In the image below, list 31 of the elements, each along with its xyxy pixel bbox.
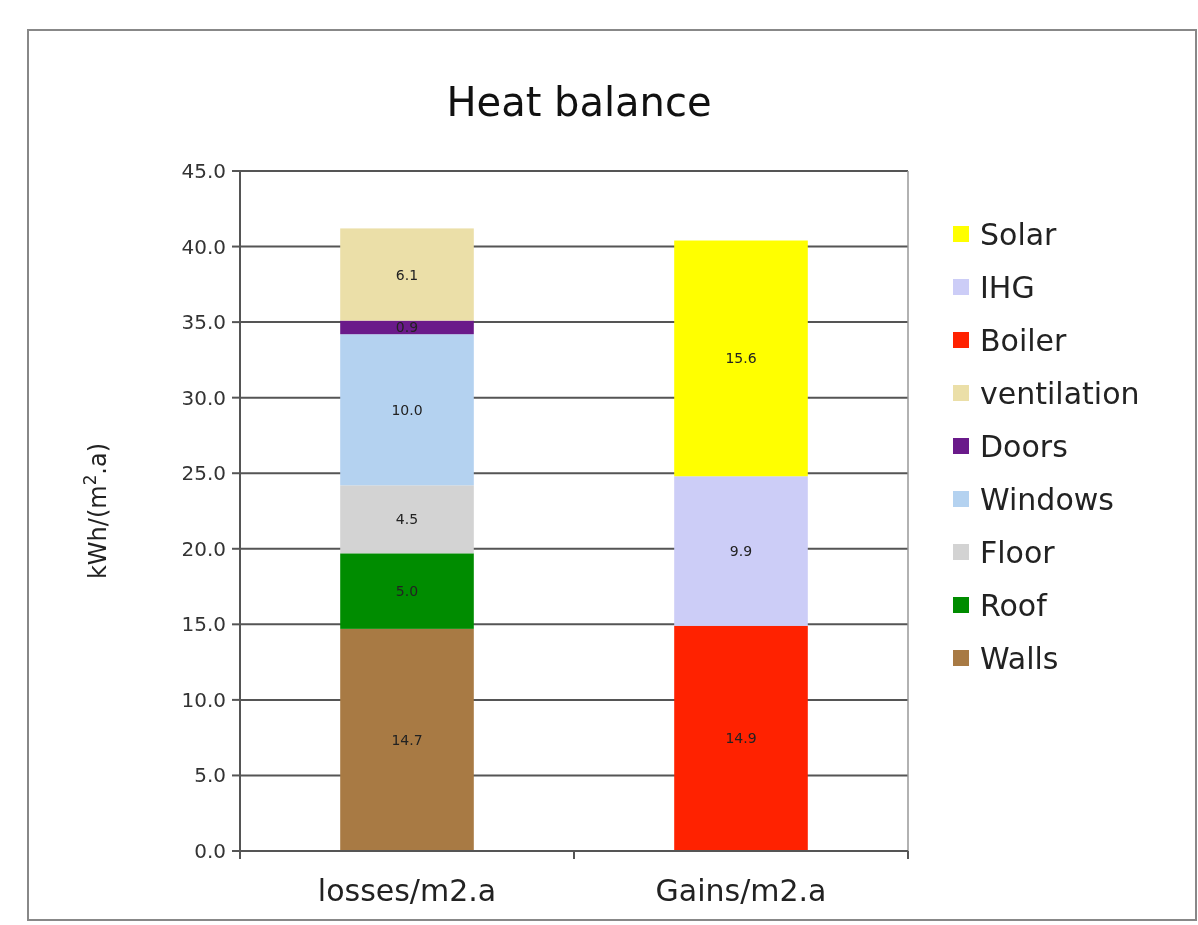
data-label: 6.1: [395, 266, 419, 283]
y-tick-label: 5.0: [194, 763, 226, 788]
data-label: 9.9: [729, 543, 753, 560]
y-tick-label: 20.0: [181, 536, 226, 561]
data-label: 0.9: [395, 319, 419, 336]
legend-label: IHG: [980, 270, 1035, 305]
x-tick-label: losses/m2.a: [317, 873, 497, 908]
y-tick-label: 35.0: [181, 310, 226, 335]
data-label: 4.5: [395, 511, 419, 528]
x-tick-label: Gains/m2.a: [655, 873, 827, 908]
y-tick-label: 0.0: [194, 839, 226, 863]
legend-label: Boiler: [980, 323, 1068, 358]
legend-label: Walls: [980, 641, 1059, 676]
data-label: 14.9: [725, 730, 757, 747]
chart-title: Heat balance: [446, 79, 712, 125]
y-tick-label: 30.0: [181, 385, 226, 410]
data-label: 15.6: [725, 350, 757, 367]
legend-label: Windows: [980, 482, 1114, 517]
y-tick-label: 15.0: [181, 612, 226, 637]
data-label: 5.0: [395, 583, 419, 600]
y-tick-label: 45.0: [181, 159, 226, 183]
legend-label: Roof: [980, 588, 1049, 623]
y-tick-label: 40.0: [181, 234, 226, 259]
legend-label: Floor: [980, 535, 1056, 570]
legend-label: ventilation: [980, 376, 1140, 411]
data-label: 10.0: [391, 401, 423, 418]
y-tick-label: 25.0: [181, 461, 226, 486]
y-tick-label: 10.0: [181, 687, 226, 712]
legend-label: Solar: [980, 217, 1058, 252]
legend-label: Doors: [980, 429, 1068, 464]
data-label: 14.7: [391, 731, 423, 748]
